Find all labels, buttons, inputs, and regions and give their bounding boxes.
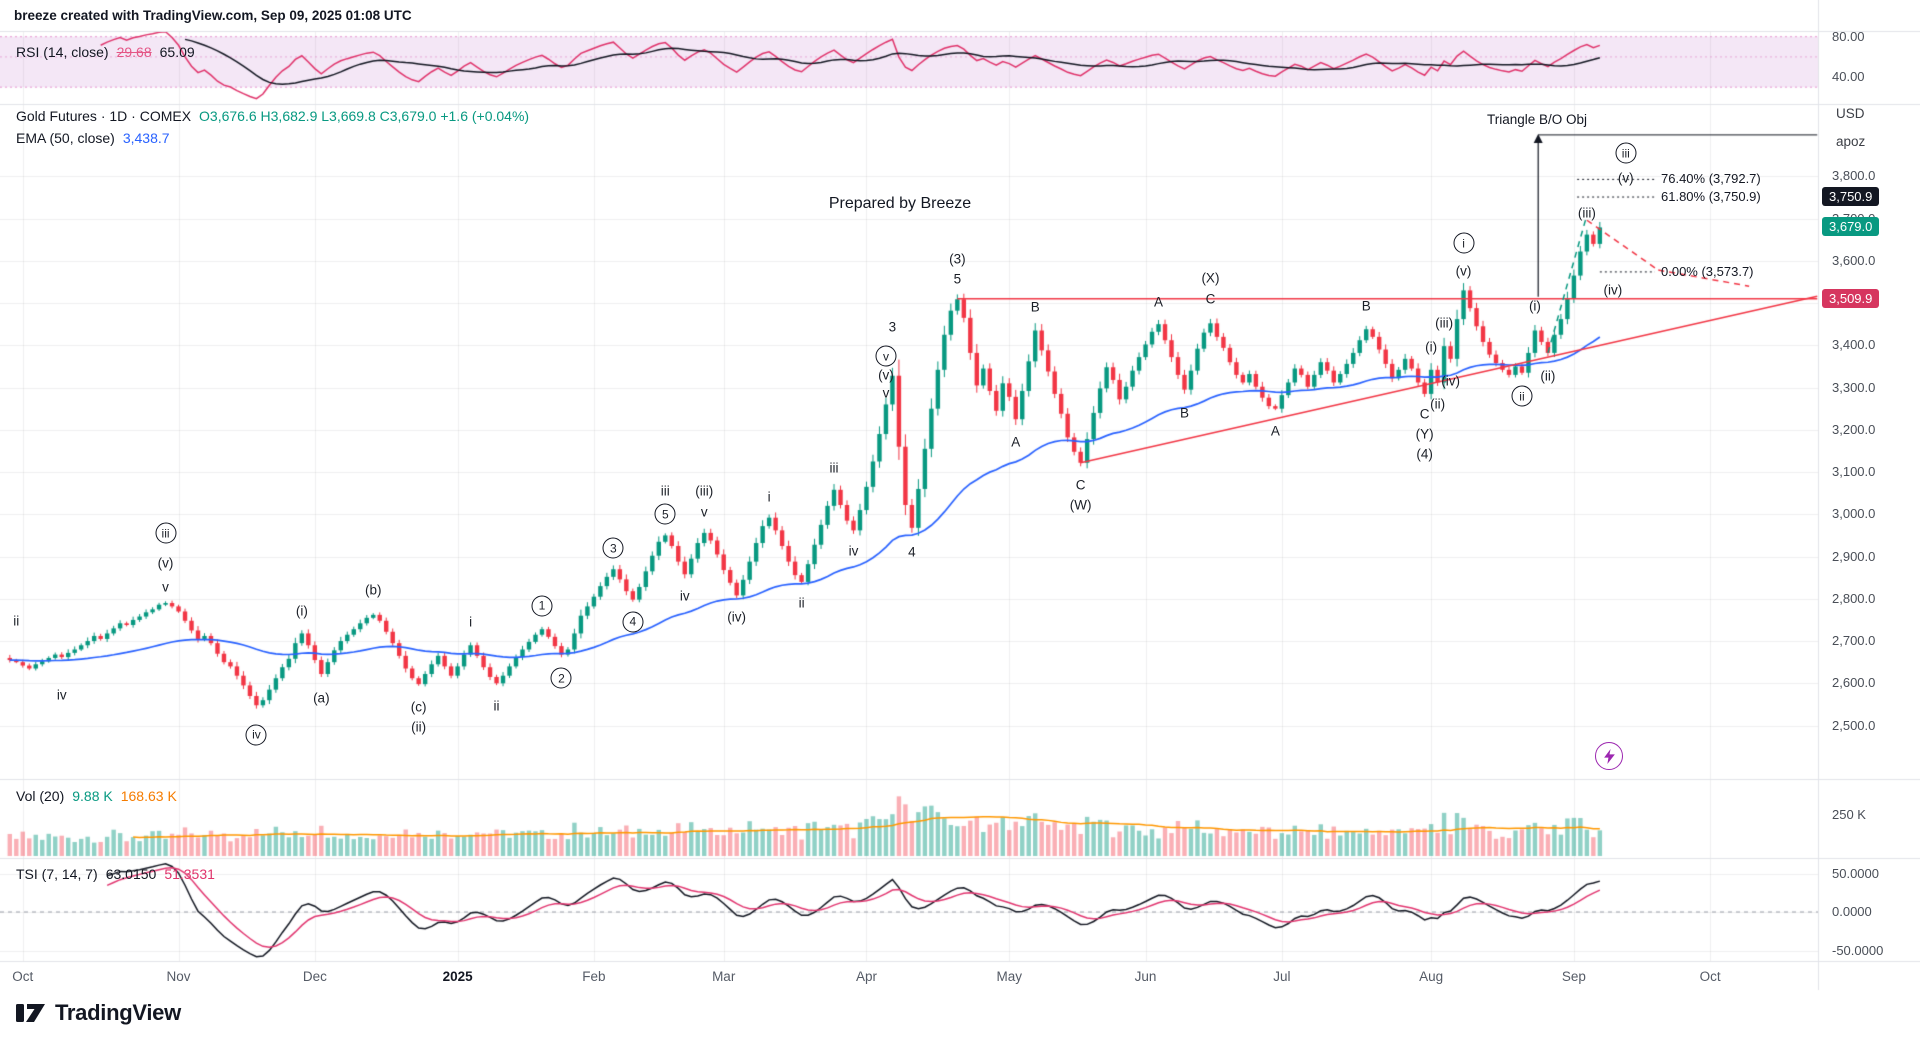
price-tick-label: 2,600.0 <box>1832 675 1876 691</box>
flash-button[interactable] <box>1595 742 1623 770</box>
time-tick-2025: 2025 <box>442 969 473 984</box>
time-tick-oct: Oct <box>1699 969 1721 984</box>
price-tick-label: 3,400.0 <box>1832 337 1876 353</box>
triangle-breakout-label: Triangle B/O Obj <box>1486 112 1588 127</box>
tsi-signal-value: 51.3531 <box>164 866 215 882</box>
time-tick-aug: Aug <box>1419 969 1444 984</box>
price-tick-label: 3,000.0 <box>1832 506 1876 522</box>
volume-ma-value: 168.63 K <box>120 788 177 804</box>
axis-unit-apoz: apoz <box>1836 134 1866 149</box>
time-tick-oct: Oct <box>12 969 34 984</box>
tsi-tick-label: 0.0000 <box>1832 904 1872 919</box>
time-tick-jul: Jul <box>1273 969 1291 984</box>
time-axis[interactable]: Oct Nov Dec 2025 Feb Mar Apr May Jun Jul Aug Sep Oct <box>0 961 1818 991</box>
time-tick-mar: Mar <box>712 969 736 984</box>
tsi-legend: TSI (7, 14, 7) 63.0150 51.3531 <box>16 866 215 882</box>
creator-watermark: breeze created with TradingView.com, Sep… <box>14 8 412 23</box>
tsi-tick-label: -50.0000 <box>1832 942 1884 958</box>
price-tick-label: 3,800.0 <box>1832 168 1876 184</box>
time-tick-sep: Sep <box>1561 969 1586 984</box>
time-tick-apr: Apr <box>855 969 877 984</box>
ema-legend-title[interactable]: EMA (50, close) <box>16 130 115 146</box>
fib-level-label: 76.40% (3,792.7) <box>1661 171 1761 187</box>
time-tick-may: May <box>996 969 1023 984</box>
price-tick-label: 2,900.0 <box>1832 548 1876 564</box>
price-tick-label: 3,200.0 <box>1832 421 1876 437</box>
time-tick-jun: Jun <box>1134 969 1157 984</box>
fib-level-label: 0.00% (3,573.7) <box>1661 263 1754 279</box>
price-tick-label: 2,500.0 <box>1832 717 1876 733</box>
price-tick-label: 3,600.0 <box>1832 252 1876 268</box>
fib-level-label: 61.80% (3,750.9) <box>1661 189 1761 205</box>
ema-value: 3,438.7 <box>122 130 170 146</box>
price-badge: 3,750.9 <box>1822 187 1880 207</box>
symbol-title[interactable]: Gold Futures · 1D · COMEX <box>16 108 192 124</box>
time-tick-feb: Feb <box>582 969 606 984</box>
price-tick-label: 2,800.0 <box>1832 590 1876 606</box>
rsi-tick-label: 40.00 <box>1832 69 1865 85</box>
rsi-value-hidden: 29.68 <box>116 44 152 60</box>
volume-value: 9.88 K <box>72 788 113 804</box>
volume-legend-title[interactable]: Vol (20) <box>16 788 65 804</box>
tradingview-brand: TradingView <box>55 1000 181 1025</box>
lightning-icon <box>1603 748 1615 764</box>
volume-tick-label: 250 K <box>1832 807 1866 822</box>
symbol-legend: Gold Futures · 1D · COMEX O3,676.6 H3,68… <box>16 108 529 124</box>
prepared-by-watermark: Prepared by Breeze <box>828 195 972 212</box>
rsi-legend-title[interactable]: RSI (14, close) <box>16 44 109 60</box>
time-tick-dec: Dec <box>302 969 327 984</box>
price-badge: 3,679.0 <box>1822 217 1880 237</box>
tradingview-logo-icon <box>16 1004 45 1022</box>
ema-legend: EMA (50, close) 3,438.7 <box>16 130 170 146</box>
tsi-legend-title[interactable]: TSI (7, 14, 7) <box>16 866 98 882</box>
rsi-tick-label: 80.00 <box>1832 28 1865 44</box>
rsi-value: 65.09 <box>159 44 195 60</box>
tsi-value: 63.0150 <box>105 866 157 882</box>
tradingview-footer[interactable]: TradingView <box>16 1000 181 1026</box>
price-tick-label: 3,100.0 <box>1832 464 1876 480</box>
volume-legend: Vol (20) 9.88 K 168.63 K <box>16 788 177 804</box>
price-axis[interactable]: USDapoz3,800.03,700.03,600.03,400.03,300… <box>1818 0 1920 961</box>
price-tick-label: 2,700.0 <box>1832 633 1876 649</box>
axis-unit-usd: USD <box>1836 106 1865 121</box>
price-tick-label: 3,300.0 <box>1832 379 1876 395</box>
tsi-tick-label: 50.0000 <box>1832 865 1879 881</box>
price-badge: 3,509.9 <box>1822 288 1880 308</box>
symbol-ohlc-values: O3,676.6 H3,682.9 L3,669.8 C3,679.0 +1.6… <box>199 108 530 124</box>
time-tick-nov: Nov <box>166 969 191 984</box>
rsi-legend: RSI (14, close) 29.68 65.09 <box>16 44 195 60</box>
